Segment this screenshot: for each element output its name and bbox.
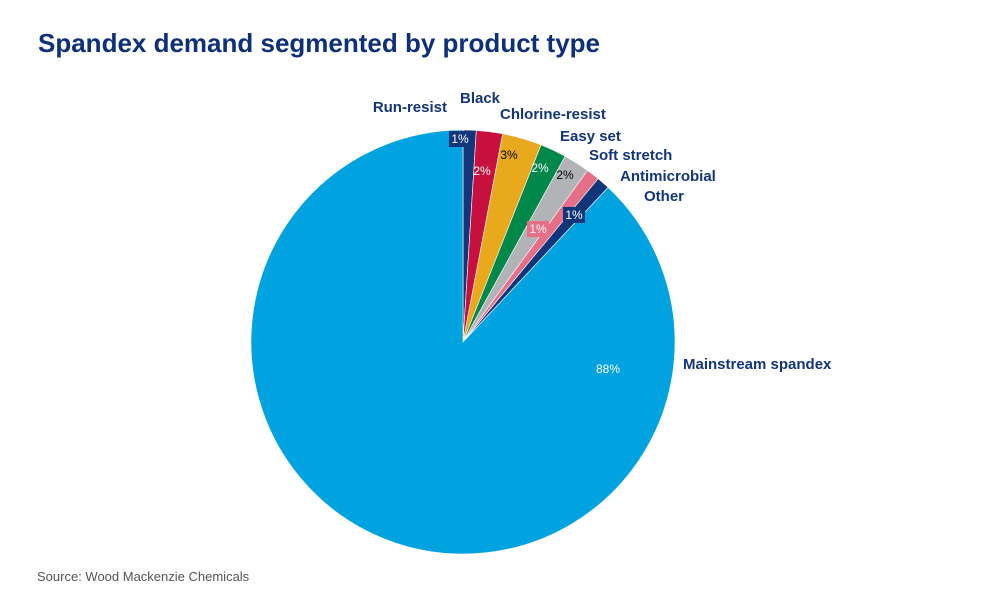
data-label: 2% [473, 164, 491, 178]
data-label: 3% [500, 148, 518, 162]
data-label: 1% [565, 208, 583, 222]
slice-label: Easy set [560, 128, 621, 145]
slice-label: Antimicrobial [620, 168, 716, 185]
slice-label: Other [644, 188, 684, 205]
data-label: 2% [531, 161, 549, 175]
slice-label: Soft stretch [589, 147, 672, 164]
pie-slice-mainstream-spandex [250, 129, 676, 555]
data-label-box [527, 221, 549, 237]
slice-label: Mainstream spandex [683, 356, 832, 373]
slice-label: Black [460, 90, 501, 107]
chart-title: Spandex demand segmented by product type [38, 28, 600, 58]
slice-label: Chlorine-resist [500, 106, 606, 123]
source-note: Source: Wood Mackenzie Chemicals [37, 569, 250, 584]
data-label: 88% [596, 362, 620, 376]
data-label-box [563, 207, 585, 223]
slice-label: Run-resist [373, 99, 447, 116]
data-label-box [449, 131, 471, 147]
data-label: 1% [451, 132, 469, 146]
data-label: 1% [529, 222, 547, 236]
data-label: 2% [556, 168, 574, 182]
